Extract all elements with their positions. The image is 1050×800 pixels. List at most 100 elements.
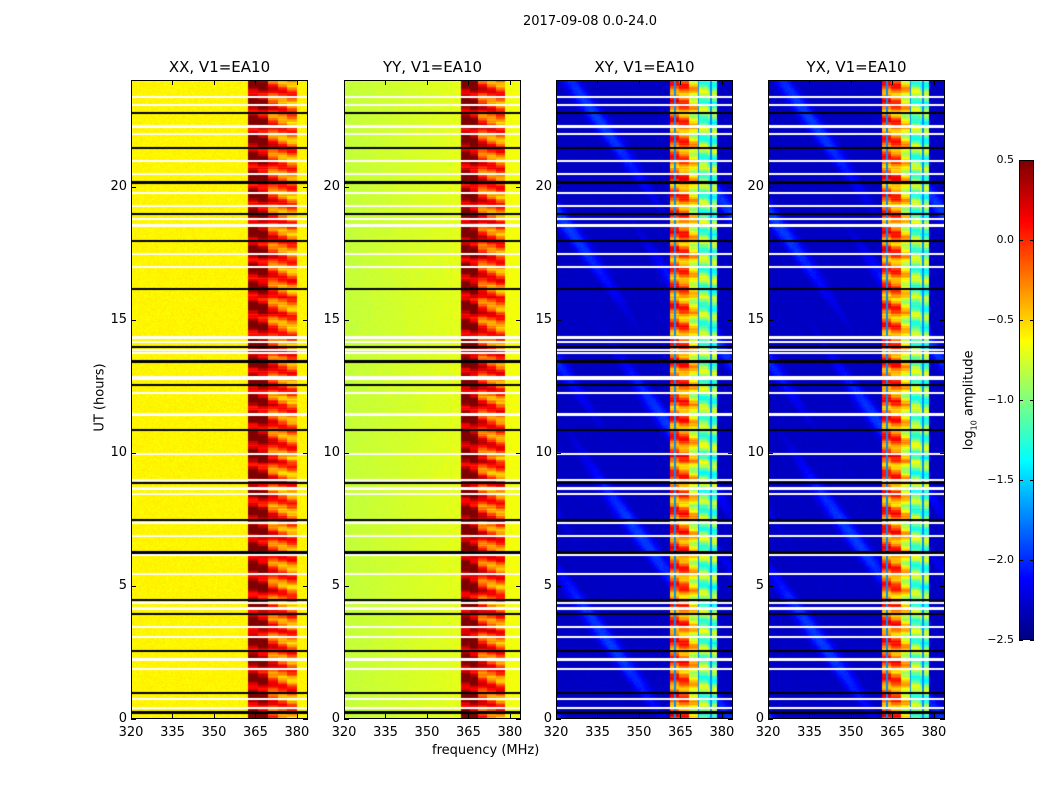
x-tick-label: 365 — [668, 725, 693, 740]
y-tick-mark — [940, 585, 945, 587]
y-tick-mark — [344, 452, 349, 454]
y-tick-label: 5 — [755, 577, 764, 593]
colorbar-tick-label: −1.0 — [987, 393, 1014, 406]
y-tick-mark — [768, 719, 773, 720]
colorbar-tick-mark — [1030, 240, 1034, 241]
y-tick-mark — [728, 452, 733, 454]
y-tick-label: 20 — [747, 178, 764, 194]
x-tick-mark — [468, 714, 470, 719]
y-tick-label: 20 — [535, 178, 552, 194]
x-tick-label: 380 — [497, 725, 523, 740]
colorbar-tick-label: −0.5 — [987, 313, 1014, 326]
axes-frame — [344, 80, 521, 719]
panel-xy: XY, V1=EA10 320 335 350 365 380 0 5 10 15 20 — [535, 58, 734, 740]
panel-title: YX, V1=EA10 — [806, 58, 907, 76]
y-tick-mark — [768, 186, 773, 188]
panel-title: XX, V1=EA10 — [168, 58, 271, 76]
colorbar-tick-label: −1.5 — [987, 473, 1014, 486]
y-tick-mark — [303, 319, 308, 321]
figure-title: 2017-09-08 0.0-24.0 — [523, 14, 657, 29]
x-tick-mark — [597, 80, 599, 85]
x-tick-mark — [172, 714, 174, 719]
colorbar-tick-mark — [1030, 160, 1034, 161]
heatmap-xy — [556, 80, 733, 719]
colorbar-tick-mark — [1019, 480, 1023, 481]
x-tick-label: 365 — [456, 725, 481, 740]
colorbar-tick-mark — [1030, 400, 1034, 401]
y-tick-mark — [344, 319, 349, 321]
x-tick-mark — [426, 714, 428, 719]
y-tick-label: 10 — [535, 444, 552, 460]
colorbar-tick-mark — [1019, 320, 1023, 321]
y-tick-label: 0 — [331, 711, 340, 726]
y-tick-mark — [131, 719, 136, 720]
y-tick-mark — [940, 186, 945, 188]
x-tick-mark — [426, 80, 428, 85]
y-tick-mark — [728, 585, 733, 587]
y-tick-mark — [131, 186, 136, 188]
x-tick-label: 350 — [414, 725, 440, 740]
heatmap-yx — [768, 80, 945, 719]
x-tick-mark — [850, 714, 852, 719]
x-tick-label: 320 — [543, 725, 569, 740]
y-tick-mark — [940, 452, 945, 454]
panel-title: XY, V1=EA10 — [594, 58, 695, 76]
panel-yy: YY, V1=EA10 320 335 350 365 380 0 5 10 15 20 — [323, 58, 522, 740]
x-tick-mark — [892, 714, 894, 719]
colorbar-tick-mark — [1030, 480, 1034, 481]
y-tick-label: 15 — [747, 311, 764, 327]
y-tick-mark — [728, 186, 733, 188]
x-tick-mark — [638, 714, 640, 719]
x-tick-mark — [809, 714, 811, 719]
y-tick-label: 20 — [323, 178, 340, 194]
y-tick-mark — [556, 585, 561, 587]
y-tick-mark — [768, 585, 773, 587]
x-tick-mark — [892, 80, 894, 85]
y-tick-mark — [131, 585, 136, 587]
x-tick-label: 380 — [709, 725, 735, 740]
x-tick-mark — [721, 80, 723, 85]
x-tick-label: 335 — [373, 725, 398, 740]
colorbar-tick-mark — [1019, 560, 1023, 561]
colorbar-label: log10 amplitude — [961, 350, 979, 451]
x-tick-label: 335 — [797, 725, 822, 740]
x-tick-mark — [131, 80, 132, 85]
x-tick-mark — [597, 714, 599, 719]
y-tick-label: 10 — [747, 444, 764, 460]
colorbar-tick-mark — [1030, 560, 1034, 561]
x-tick-mark — [385, 80, 387, 85]
x-tick-mark — [768, 714, 769, 719]
colorbar-tick-mark — [1030, 640, 1034, 641]
x-tick-label: 335 — [160, 725, 185, 740]
y-tick-label: 0 — [755, 711, 764, 726]
x-tick-mark — [768, 80, 769, 85]
x-tick-label: 365 — [243, 725, 268, 740]
y-tick-mark — [344, 186, 349, 188]
x-tick-mark — [131, 714, 132, 719]
heatmap-yy — [344, 80, 521, 719]
x-tick-mark — [680, 80, 682, 85]
y-tick-mark — [516, 186, 521, 188]
y-tick-mark — [131, 452, 136, 454]
x-tick-mark — [556, 80, 557, 85]
y-tick-mark — [344, 585, 349, 587]
heatmap-xx — [131, 80, 308, 719]
x-tick-mark — [385, 714, 387, 719]
x-tick-label: 320 — [331, 725, 357, 740]
x-tick-mark — [509, 714, 511, 719]
axes-frame — [131, 80, 308, 719]
x-tick-mark — [468, 80, 470, 85]
x-tick-mark — [255, 80, 257, 85]
colorbar-tick-mark — [1019, 160, 1023, 161]
colorbar-tick-label: 0.0 — [996, 233, 1015, 246]
x-tick-mark — [344, 714, 345, 719]
y-tick-label: 5 — [543, 577, 552, 593]
y-tick-mark — [303, 719, 308, 720]
y-tick-mark — [516, 452, 521, 454]
x-tick-mark — [296, 80, 298, 85]
panel-yx: YX, V1=EA10 320 335 350 365 380 0 5 10 15 20 — [747, 58, 946, 740]
y-tick-mark — [303, 186, 308, 188]
x-tick-label: 350 — [201, 725, 227, 740]
y-tick-mark — [303, 585, 308, 587]
